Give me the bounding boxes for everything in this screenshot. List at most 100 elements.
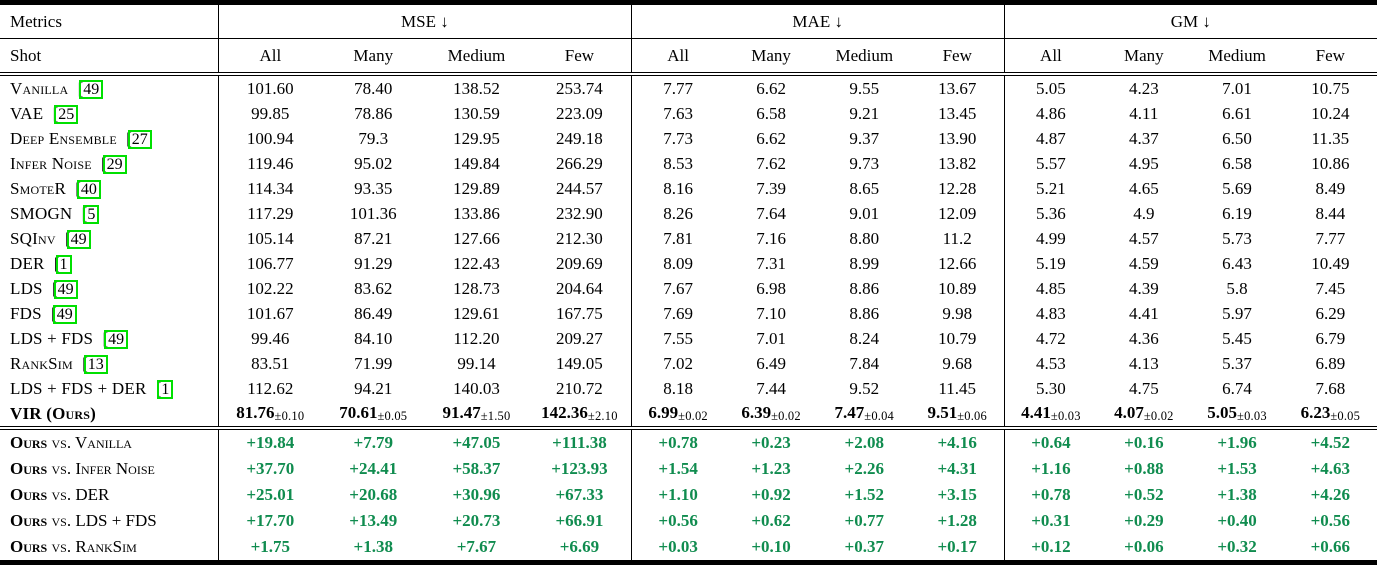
metric-value: 7.45 — [1315, 278, 1346, 298]
metric-value: 140.03 — [453, 378, 500, 398]
delta-cell: +13.49 — [322, 508, 425, 534]
citation-link[interactable]: 49 — [104, 329, 129, 349]
citation-link[interactable]: 1 — [157, 379, 174, 399]
value-cell: 128.73 — [425, 276, 528, 301]
subheader-gm-all: All — [1003, 38, 1098, 76]
value-cell: 95.02 — [322, 151, 425, 176]
metric-value: 6.58 — [756, 103, 786, 123]
delta-cell: +123.93 — [528, 456, 631, 482]
table-row: VIR (Ours) 81.76±0.10 70.61±0.05 91.47±1.50… — [0, 401, 1377, 428]
metrics-header-label: Metrics — [0, 2, 219, 39]
subheader-mse-all: All — [217, 38, 322, 76]
metric-value: 266.29 — [556, 153, 603, 173]
citation-link[interactable]: 49 — [79, 79, 104, 99]
metric-value: 9.55 — [849, 78, 880, 98]
value-cell: 8.18 — [630, 376, 725, 401]
delta-cell: +19.84 — [217, 428, 322, 456]
improvement-value: +1.23 — [751, 459, 791, 478]
delta-cell: +2.26 — [818, 456, 911, 482]
value-cell: 5.45 — [1190, 326, 1283, 351]
metric-value: 71.99 — [354, 353, 393, 373]
value-cell: 6.98 — [724, 276, 817, 301]
value-cell: 7.63 — [630, 101, 725, 126]
value-cell: 4.36 — [1097, 326, 1190, 351]
shot-header-row: Shot All Many Medium Few All Many Medium… — [0, 38, 1377, 76]
method-label-cell: FDS [49 — [0, 301, 218, 326]
value-cell: 101.60 — [217, 74, 322, 101]
delta-cell: +20.68 — [322, 482, 425, 508]
citation-link[interactable]: 27 — [127, 129, 152, 149]
metric-value: 4.57 — [1128, 228, 1159, 248]
metric-value: 12.66 — [938, 253, 977, 273]
metric-value: 4.36 — [1128, 328, 1159, 348]
delta-cell: +0.92 — [724, 482, 817, 508]
metric-value: 9.98 — [942, 303, 973, 323]
metric-value: 10.24 — [1311, 103, 1350, 123]
value-cell: 4.37 — [1097, 126, 1190, 151]
metric-value: 5.19 — [1036, 253, 1066, 273]
delta-cell: +0.64 — [1003, 428, 1098, 456]
citation-link[interactable]: 25 — [54, 104, 79, 124]
value-cell: 99.85 — [217, 101, 322, 126]
subheader-mae-medium: Medium — [817, 38, 911, 76]
value-cell: 223.09 — [528, 101, 631, 126]
table-row: LDS + FDS [49 99.46 84.10 112.20 209.27 7.55 7… — [0, 326, 1377, 351]
delta-cell: +1.38 — [322, 534, 425, 563]
metric-value: 130.59 — [453, 103, 500, 123]
metric-value: 91.29 — [354, 253, 393, 273]
uncertainty-value: ±0.06 — [957, 409, 987, 423]
uncertainty-value: ±0.05 — [377, 409, 408, 423]
table-header: Metrics MSE ↓ MAE ↓ GM ↓ Shot All Many M… — [0, 2, 1377, 76]
value-cell: 12.28 — [911, 176, 1004, 201]
citation-link[interactable]: 1 — [55, 254, 72, 274]
metric-value: 6.98 — [756, 278, 786, 298]
metric-value: 8.26 — [663, 203, 694, 223]
value-cell: 7.16 — [724, 226, 817, 251]
citation-link[interactable]: 49 — [66, 229, 91, 249]
value-cell: 7.45 — [1284, 276, 1377, 301]
metric-value: 105.14 — [246, 228, 294, 248]
improvement-value: +0.29 — [1124, 511, 1164, 530]
metric-value: 7.77 — [663, 78, 694, 98]
citation-link[interactable]: 49 — [53, 279, 78, 299]
metric-value: 13.67 — [938, 78, 977, 98]
metric-value: 209.27 — [556, 328, 603, 348]
value-cell: 8.86 — [818, 276, 911, 301]
table-row: SMOGN [5 117.29 101.36 133.86 232.90 8.26 7.64… — [0, 201, 1377, 226]
table-row: LDS + FDS + DER [1 112.62 94.21 140.03 210.7… — [0, 376, 1377, 401]
metric-value: 7.02 — [663, 353, 694, 373]
value-cell: 8.53 — [630, 151, 725, 176]
metric-value: 106.77 — [246, 253, 294, 273]
group-header-gm: GM ↓ — [1003, 2, 1377, 39]
metric-value: 6.79 — [1315, 328, 1346, 348]
citation-link[interactable]: 49 — [52, 304, 77, 324]
metric-value: 6.39 — [741, 403, 772, 422]
metric-value: 133.86 — [453, 203, 500, 223]
value-cell: 106.77 — [217, 251, 322, 276]
value-cell: 70.61±0.05 — [322, 401, 425, 428]
citation-link[interactable]: 13 — [83, 354, 108, 374]
method-label-cell: RankSim [13 — [0, 351, 218, 376]
value-cell: 8.49 — [1284, 176, 1377, 201]
value-cell: 12.09 — [911, 201, 1004, 226]
improvement-value: +0.17 — [937, 537, 977, 556]
improvement-value: +1.52 — [844, 485, 884, 504]
value-cell: 140.03 — [425, 376, 528, 401]
citation-link[interactable]: 5 — [83, 204, 100, 224]
delta-cell: +1.54 — [630, 456, 725, 482]
improvement-value: +4.63 — [1310, 459, 1351, 478]
delta-cell: +4.31 — [911, 456, 1004, 482]
citation-link[interactable]: 29 — [102, 154, 127, 174]
metric-value: 4.75 — [1128, 378, 1159, 398]
metric-value: 9.51 — [927, 403, 958, 422]
value-cell: 6.39±0.02 — [724, 401, 817, 428]
citation-link[interactable]: 40 — [76, 179, 101, 199]
uncertainty-value: ±0.03 — [1050, 409, 1081, 423]
metric-value: 253.74 — [556, 78, 603, 98]
metric-value: 128.73 — [453, 278, 500, 298]
table-row: RankSim [13 83.51 71.99 99.14 149.05 7.02 6.49… — [0, 351, 1377, 376]
metric-value: 101.67 — [246, 303, 294, 323]
delta-cell: +0.32 — [1190, 534, 1283, 563]
comparison-body: Ours vs. Vanilla +19.84 +7.79 +47.05 +111.38… — [0, 428, 1377, 563]
delta-cell: +66.91 — [528, 508, 631, 534]
